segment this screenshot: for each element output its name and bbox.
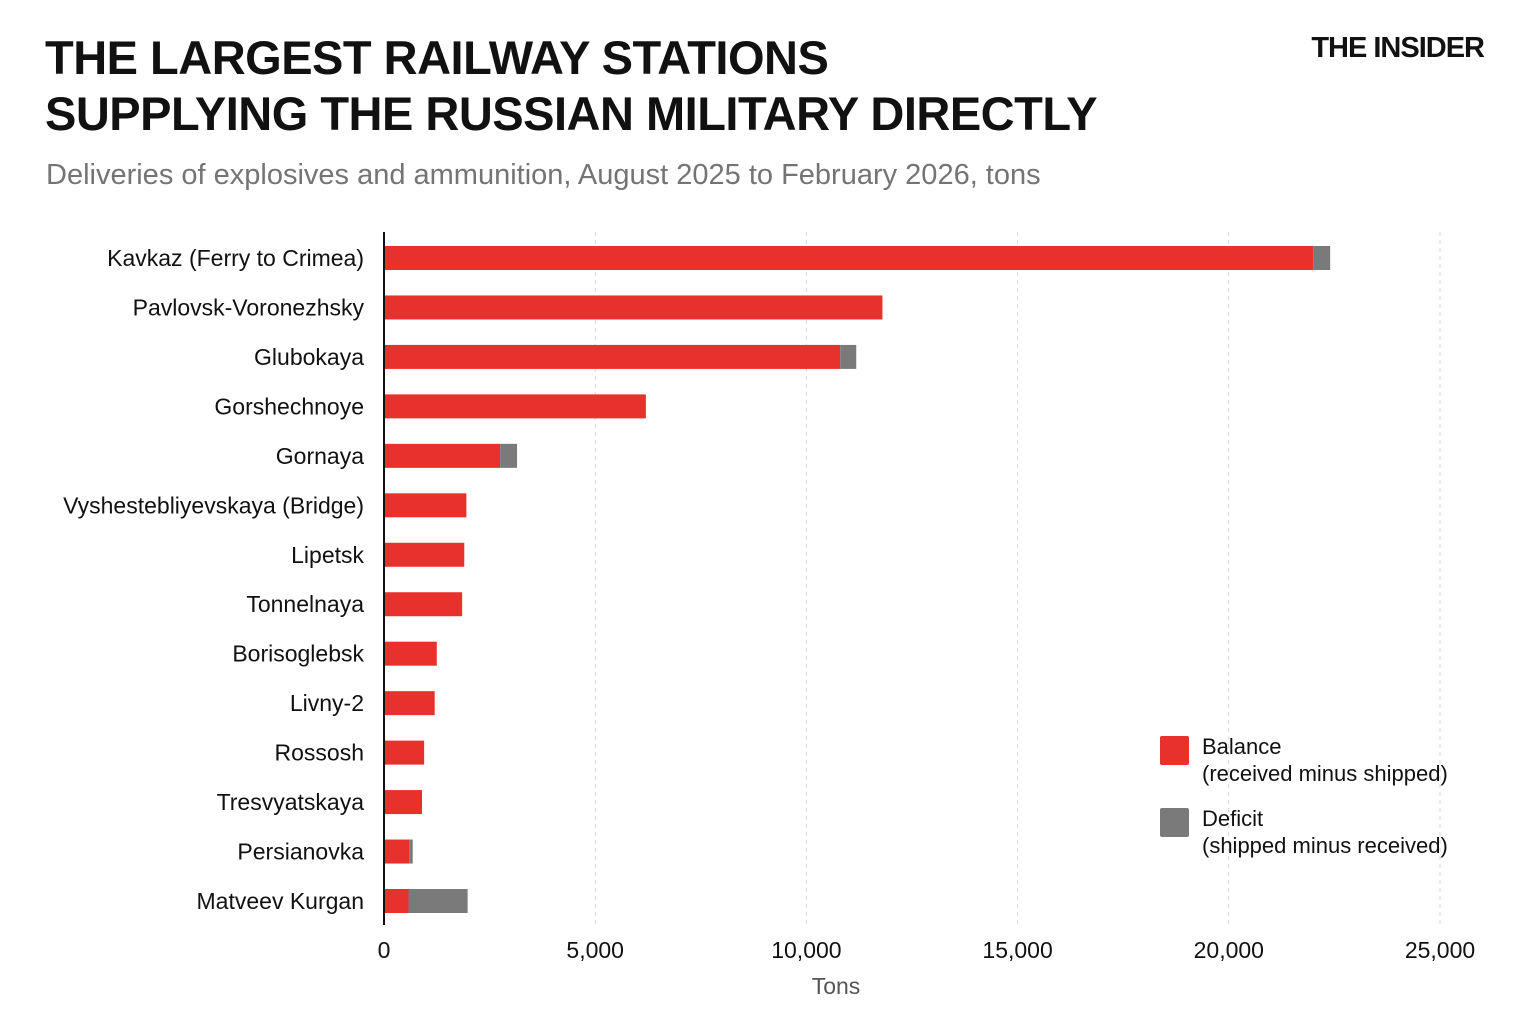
x-tick-label: 0 [378,937,391,963]
bar-balance [385,740,425,765]
bar-balance [385,839,410,864]
category-label: Glubokaya [254,344,364,370]
category-label: Kavkaz (Ferry to Crimea) [107,245,364,271]
legend-swatch-deficit [1160,808,1189,837]
bar-balance [385,344,841,369]
bar-balance [385,542,465,567]
chart-title: THE LARGEST RAILWAY STATIONS SUPPLYING T… [45,30,1195,142]
category-labels: Kavkaz (Ferry to Crimea) Pavlovsk-Voronez… [63,245,364,914]
x-axis-title: Tons [812,973,861,999]
bar-deficit [408,889,468,913]
legend-deficit-note: (shipped minus received) [1202,833,1448,858]
x-tick-label: 20,000 [1194,937,1264,963]
category-label: Gorshechnoye [214,393,364,419]
category-label: Vyshestebliyevskaya (Bridge) [63,492,364,518]
category-label: Tonnelnaya [246,591,364,617]
category-label: Rossosh [275,740,364,766]
bar-deficit [840,344,857,369]
bar-deficit [409,839,413,864]
category-label: Matveev Kurgan [197,888,364,914]
bar-balance [385,443,501,468]
category-label: Persianovka [237,839,364,865]
bar-balance [385,246,1314,270]
chart-title-line-2: SUPPLYING THE RUSSIAN MILITARY DIRECTLY [45,87,1098,140]
bar-balance [385,790,423,815]
bar-balance [385,295,883,320]
bar-balance [385,691,435,716]
legend: Balance (received minus shipped) Deficit… [1160,733,1500,877]
category-label: Gornaya [276,443,364,469]
bar-balance [385,889,409,913]
category-label: Pavlovsk-Voronezhsky [133,294,365,320]
x-tick-label: 10,000 [771,937,841,963]
legend-deficit-label: Deficit [1202,806,1264,831]
chart-subtitle: Deliveries of explosives and ammunition,… [46,159,1041,191]
bar-balance [385,394,646,419]
bar-balance [385,641,437,666]
legend-item-deficit: Deficit (shipped minus received) [1160,805,1500,859]
category-label: Borisoglebsk [232,641,364,667]
bar-deficit [500,443,518,468]
x-axis-ticks: 0 5,000 10,000 15,000 20,000 25,000 [378,937,1476,963]
x-tick-label: 25,000 [1405,937,1475,963]
bar-balance [385,493,467,518]
bar-deficit [1313,246,1331,270]
bars [385,246,1331,913]
x-tick-label: 5,000 [566,937,624,963]
brand-logo: THE INSIDER [1311,32,1485,64]
legend-balance-note: (received minus shipped) [1202,761,1448,786]
legend-item-balance: Balance (received minus shipped) [1160,733,1500,787]
category-label: Tresvyatskaya [217,789,365,815]
legend-swatch-balance [1160,736,1189,765]
x-tick-label: 15,000 [982,937,1052,963]
category-label: Lipetsk [291,542,364,568]
category-label: Livny-2 [290,690,364,716]
legend-balance-label: Balance [1202,734,1282,759]
bar-balance [385,592,463,617]
chart-title-line-1: THE LARGEST RAILWAY STATIONS [45,31,829,84]
